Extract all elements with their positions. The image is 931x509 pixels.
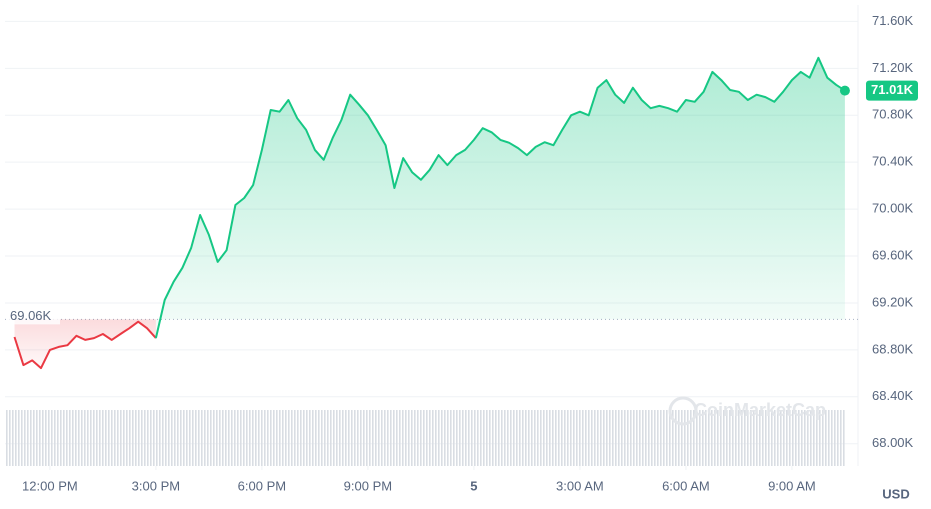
y-tick-label: 70.40K (872, 154, 914, 169)
price-area (14, 319, 156, 369)
x-tick-label: 3:00 PM (132, 478, 180, 493)
price-line (13, 320, 157, 370)
x-tick-label: 6:00 AM (662, 478, 710, 493)
x-tick-label: 5 (470, 478, 477, 493)
y-tick-label: 69.20K (872, 294, 914, 309)
y-tick-label: 71.60K (872, 13, 914, 28)
watermark-logo (668, 396, 698, 426)
reference-label-bg (6, 308, 60, 325)
x-tick-label: 9:00 PM (344, 478, 392, 493)
y-tick-label: 71.20K (872, 60, 914, 75)
currency-label: USD (882, 486, 909, 501)
y-tick-label: 70.00K (872, 201, 914, 216)
x-tick-label: 9:00 AM (768, 478, 816, 493)
volume-bars (5, 410, 845, 466)
y-tick-label: 70.80K (872, 107, 914, 122)
x-tick-label: 6:00 PM (238, 478, 286, 493)
last-point (839, 85, 850, 96)
last-price-label: 71.01K (871, 82, 914, 97)
x-tick-label: 3:00 AM (556, 478, 604, 493)
y-tick-label: 68.40K (872, 388, 914, 403)
last-price-badge (866, 80, 918, 101)
y-tick-label: 68.80K (872, 341, 914, 356)
x-tick-label: 12:00 PM (22, 478, 78, 493)
watermark: CoinMarketCap (694, 400, 826, 420)
price-area (155, 57, 845, 339)
y-tick-label: 69.60K (872, 247, 914, 262)
y-tick-label: 68.00K (872, 435, 914, 450)
reference-label: 69.06K (10, 308, 52, 323)
price-line (154, 56, 846, 339)
